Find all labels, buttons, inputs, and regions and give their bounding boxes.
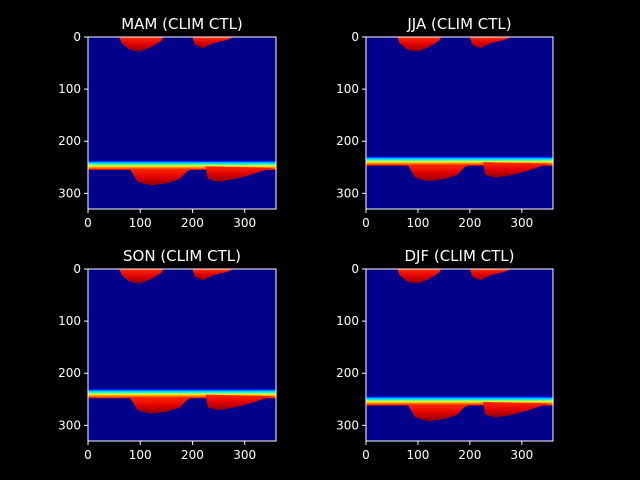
y-tick-label: 200 — [336, 366, 359, 380]
x-tick-label: 300 — [510, 216, 533, 230]
panel-3: DJF (CLIM CTL) 0 100 200 300 0 100 200 300 — [336, 247, 554, 462]
ice-edge-band — [88, 159, 276, 170]
ice-edge-band — [366, 155, 553, 166]
x-tick-label: 100 — [129, 448, 152, 462]
panel-title: SON (CLIM CTL) — [123, 247, 241, 265]
land-north-east — [192, 37, 235, 49]
panel-1: JJA (CLIM CTL) 0 100 200 300 0 100 200 300 — [336, 15, 554, 230]
land-north-east — [469, 269, 512, 281]
land-north-east — [469, 37, 512, 49]
land-south-east — [482, 162, 551, 178]
land-south-east — [482, 401, 551, 418]
land-south-east — [205, 394, 274, 411]
y-tick-label: 200 — [58, 366, 81, 380]
x-tick-label: 100 — [406, 448, 429, 462]
x-tick-label: 300 — [510, 448, 533, 462]
axes-frame — [87, 36, 277, 210]
y-tick-label: 200 — [58, 134, 81, 148]
panel-title: DJF (CLIM CTL) — [404, 247, 514, 265]
x-tick-label: 300 — [233, 448, 256, 462]
x-tick-label: 200 — [181, 448, 204, 462]
panel-title: MAM (CLIM CTL) — [121, 15, 243, 33]
y-tick-label: 0 — [351, 30, 359, 44]
y-tick-label: 300 — [336, 186, 359, 200]
land-north-west — [119, 37, 164, 52]
land-north-west — [397, 37, 442, 52]
heatmap-field — [366, 37, 553, 209]
y-tick-label: 100 — [58, 82, 81, 96]
x-tick-label: 0 — [84, 448, 92, 462]
panel-title: JJA (CLIM CTL) — [406, 15, 511, 33]
y-tick-label: 0 — [73, 262, 81, 276]
axes-frame — [365, 268, 554, 442]
land-north-west — [119, 269, 164, 284]
y-tick-label: 300 — [336, 418, 359, 432]
y-tick-label: 100 — [58, 314, 81, 328]
ice-edge-band — [88, 387, 276, 399]
land-south-west — [129, 397, 193, 414]
axes-frame — [87, 268, 277, 442]
x-tick-label: 100 — [406, 216, 429, 230]
y-tick-label: 200 — [336, 134, 359, 148]
x-tick-label: 0 — [362, 448, 370, 462]
x-tick-label: 200 — [458, 216, 481, 230]
x-tick-label: 0 — [84, 216, 92, 230]
ice-edge-band — [366, 395, 553, 406]
land-south-west — [129, 168, 193, 186]
y-tick-label: 300 — [58, 418, 81, 432]
heatmap-field — [366, 269, 553, 441]
panel-2: SON (CLIM CTL) 0 100 200 300 0 100 200 300 — [58, 247, 277, 462]
land-north-east — [192, 269, 235, 281]
y-tick-label: 0 — [73, 30, 81, 44]
y-tick-label: 0 — [351, 262, 359, 276]
x-tick-label: 0 — [362, 216, 370, 230]
y-tick-label: 100 — [336, 82, 359, 96]
panel-0: MAM (CLIM CTL) 0 100 200 300 0 100 200 300 — [58, 15, 277, 230]
land-south-east — [205, 166, 274, 182]
heatmap-field — [88, 269, 276, 441]
land-south-west — [407, 164, 470, 182]
x-tick-label: 200 — [181, 216, 204, 230]
y-tick-label: 300 — [58, 186, 81, 200]
land-north-west — [397, 269, 442, 284]
heatmap-field — [88, 37, 276, 209]
x-tick-label: 300 — [233, 216, 256, 230]
x-tick-label: 100 — [129, 216, 152, 230]
axes-frame — [365, 36, 554, 210]
y-tick-label: 100 — [336, 314, 359, 328]
x-tick-label: 200 — [458, 448, 481, 462]
land-south-west — [407, 404, 470, 422]
